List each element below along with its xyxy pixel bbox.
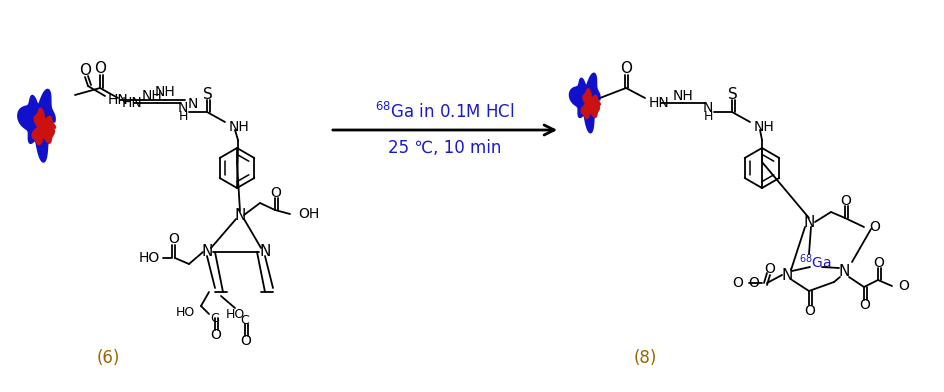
Text: O: O	[765, 262, 775, 276]
Text: N: N	[838, 265, 850, 279]
Text: S: S	[203, 87, 213, 102]
Text: NH: NH	[229, 120, 250, 134]
Text: $^{68}$Ga: $^{68}$Ga	[799, 253, 832, 271]
Text: N: N	[234, 207, 245, 223]
Text: NH: NH	[155, 85, 176, 99]
Text: N: N	[260, 245, 271, 260]
Text: O: O	[620, 60, 632, 76]
Text: NH: NH	[754, 120, 775, 134]
Text: O: O	[840, 194, 851, 208]
Text: HN: HN	[108, 93, 128, 107]
Text: O: O	[733, 276, 743, 290]
Text: $^{68}$Ga in 0.1M HCl: $^{68}$Ga in 0.1M HCl	[375, 102, 514, 122]
Text: 25 ℃, 10 min: 25 ℃, 10 min	[388, 139, 501, 157]
Text: HN: HN	[649, 96, 669, 110]
Text: N: N	[188, 97, 198, 111]
Text: HO: HO	[226, 307, 244, 321]
Text: S: S	[728, 87, 738, 102]
Text: O: O	[873, 256, 885, 270]
Text: O: O	[860, 298, 870, 312]
Text: O: O	[271, 186, 281, 200]
Polygon shape	[18, 89, 55, 162]
Text: NH: NH	[142, 89, 162, 103]
Text: NH: NH	[673, 89, 694, 103]
Text: N: N	[703, 101, 713, 115]
Text: H: H	[178, 109, 188, 123]
Text: O: O	[169, 232, 179, 246]
Text: O: O	[79, 62, 91, 78]
Text: HO: HO	[176, 305, 195, 318]
Text: O: O	[749, 276, 759, 290]
Text: HN: HN	[122, 96, 143, 110]
Text: O: O	[211, 328, 222, 342]
Text: O: O	[94, 60, 106, 76]
Text: N: N	[177, 101, 188, 115]
Text: C: C	[211, 312, 219, 325]
Polygon shape	[582, 89, 600, 119]
Text: (8): (8)	[633, 349, 657, 367]
Text: (6): (6)	[96, 349, 120, 367]
Text: N: N	[782, 267, 793, 283]
Text: N: N	[803, 214, 815, 229]
Text: N: N	[201, 245, 212, 260]
Text: HO: HO	[139, 251, 160, 265]
Text: O: O	[241, 334, 251, 348]
Text: H: H	[703, 109, 713, 123]
Polygon shape	[32, 108, 56, 145]
Text: O: O	[869, 220, 880, 234]
Polygon shape	[569, 73, 600, 133]
Text: OH: OH	[298, 207, 319, 221]
Text: O: O	[804, 304, 816, 318]
Text: C: C	[241, 314, 249, 327]
Text: O: O	[898, 279, 909, 293]
